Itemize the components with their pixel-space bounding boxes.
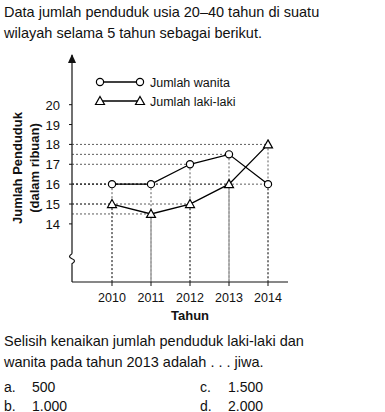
y-axis-label: Jumlah Penduduk xyxy=(10,111,25,224)
series-marker xyxy=(186,200,195,208)
guide-line xyxy=(151,214,152,282)
plot-area xyxy=(72,140,273,282)
y-tick-label: 19 xyxy=(46,118,60,133)
y-tick xyxy=(69,204,72,205)
page: Data jumlah penduduk usia 20–40 tahun di… xyxy=(0,0,385,412)
guide-line xyxy=(229,154,230,282)
guide-line xyxy=(229,184,230,282)
legend-marker xyxy=(136,97,145,105)
question-text: wanita pada tahun 2013 adalah . . . jiwa… xyxy=(3,354,264,370)
legend-label: Jumlah laki-laki xyxy=(150,95,235,109)
guide-line xyxy=(72,154,229,155)
guide-line xyxy=(72,164,190,165)
x-tick-label: 2010 xyxy=(98,291,126,305)
intro-text: Data jumlah penduduk usia 20–40 tahun di… xyxy=(4,4,319,20)
background xyxy=(0,0,385,412)
guide-line xyxy=(151,184,152,282)
y-tick xyxy=(69,104,72,105)
option-text: 1.500 xyxy=(228,379,263,395)
x-axis-label: Tahun xyxy=(171,308,209,323)
legend-marker xyxy=(136,78,143,85)
legend-label: Jumlah wanita xyxy=(150,76,230,90)
series-marker xyxy=(147,181,154,188)
y-tick xyxy=(69,184,72,185)
series-marker xyxy=(264,140,273,148)
option-letter: b. xyxy=(4,398,16,412)
y-tick-label: 17 xyxy=(46,157,60,172)
series-marker xyxy=(147,209,156,217)
option-text: 500 xyxy=(32,379,56,395)
guide-line xyxy=(190,204,191,282)
intro-text: wilayah selama 5 tahun sebagai berikut. xyxy=(3,25,262,41)
x-tick xyxy=(268,282,269,286)
y-tick-label: 16 xyxy=(46,177,60,192)
legend-line xyxy=(100,100,140,101)
series-line xyxy=(112,144,268,214)
x-tick-label: 2014 xyxy=(254,291,282,305)
x-tick xyxy=(229,282,230,286)
y-tick-label: 18 xyxy=(46,137,60,152)
option-text: 2.000 xyxy=(228,398,263,412)
option-text: 1.000 xyxy=(32,398,67,412)
guide-line xyxy=(72,184,268,185)
series-marker xyxy=(186,161,193,168)
y-tick xyxy=(69,223,72,224)
y-axis-label: (dalam ribuan) xyxy=(27,123,42,213)
x-tick-label: 2011 xyxy=(138,291,165,305)
y-axis-arrow xyxy=(68,54,76,63)
guide-line xyxy=(268,144,269,282)
y-tick-label: 15 xyxy=(46,197,60,212)
series-marker xyxy=(225,151,232,158)
x-tick xyxy=(151,282,152,286)
y-tick-label: 14 xyxy=(46,217,60,232)
option-letter: a. xyxy=(4,379,16,395)
legend-line xyxy=(100,81,140,82)
y-tick xyxy=(69,164,72,165)
series-marker xyxy=(108,181,115,188)
option-letter: c. xyxy=(200,379,211,395)
guide-line xyxy=(72,213,151,214)
y-tick xyxy=(69,124,72,125)
guide-line xyxy=(190,164,191,282)
guide-line xyxy=(72,204,190,205)
x-tick-label: 2012 xyxy=(176,291,204,305)
legend-marker xyxy=(96,78,103,85)
series-marker xyxy=(225,180,234,188)
x-tick xyxy=(190,282,191,286)
series-marker xyxy=(264,181,271,188)
y-tick xyxy=(69,144,72,145)
x-tick xyxy=(112,282,113,286)
axis-break xyxy=(70,254,75,282)
legend-marker xyxy=(96,97,105,105)
series-line xyxy=(112,154,268,184)
question-text: Selisih kenaikan jumlah penduduk laki-la… xyxy=(4,333,304,349)
option-letter: d. xyxy=(200,398,212,412)
x-tick-label: 2013 xyxy=(215,291,243,305)
guide-line xyxy=(112,204,113,282)
y-tick-label: 20 xyxy=(46,98,60,113)
x-axis xyxy=(72,281,288,282)
series-marker xyxy=(108,200,117,208)
guide-line xyxy=(72,144,268,145)
